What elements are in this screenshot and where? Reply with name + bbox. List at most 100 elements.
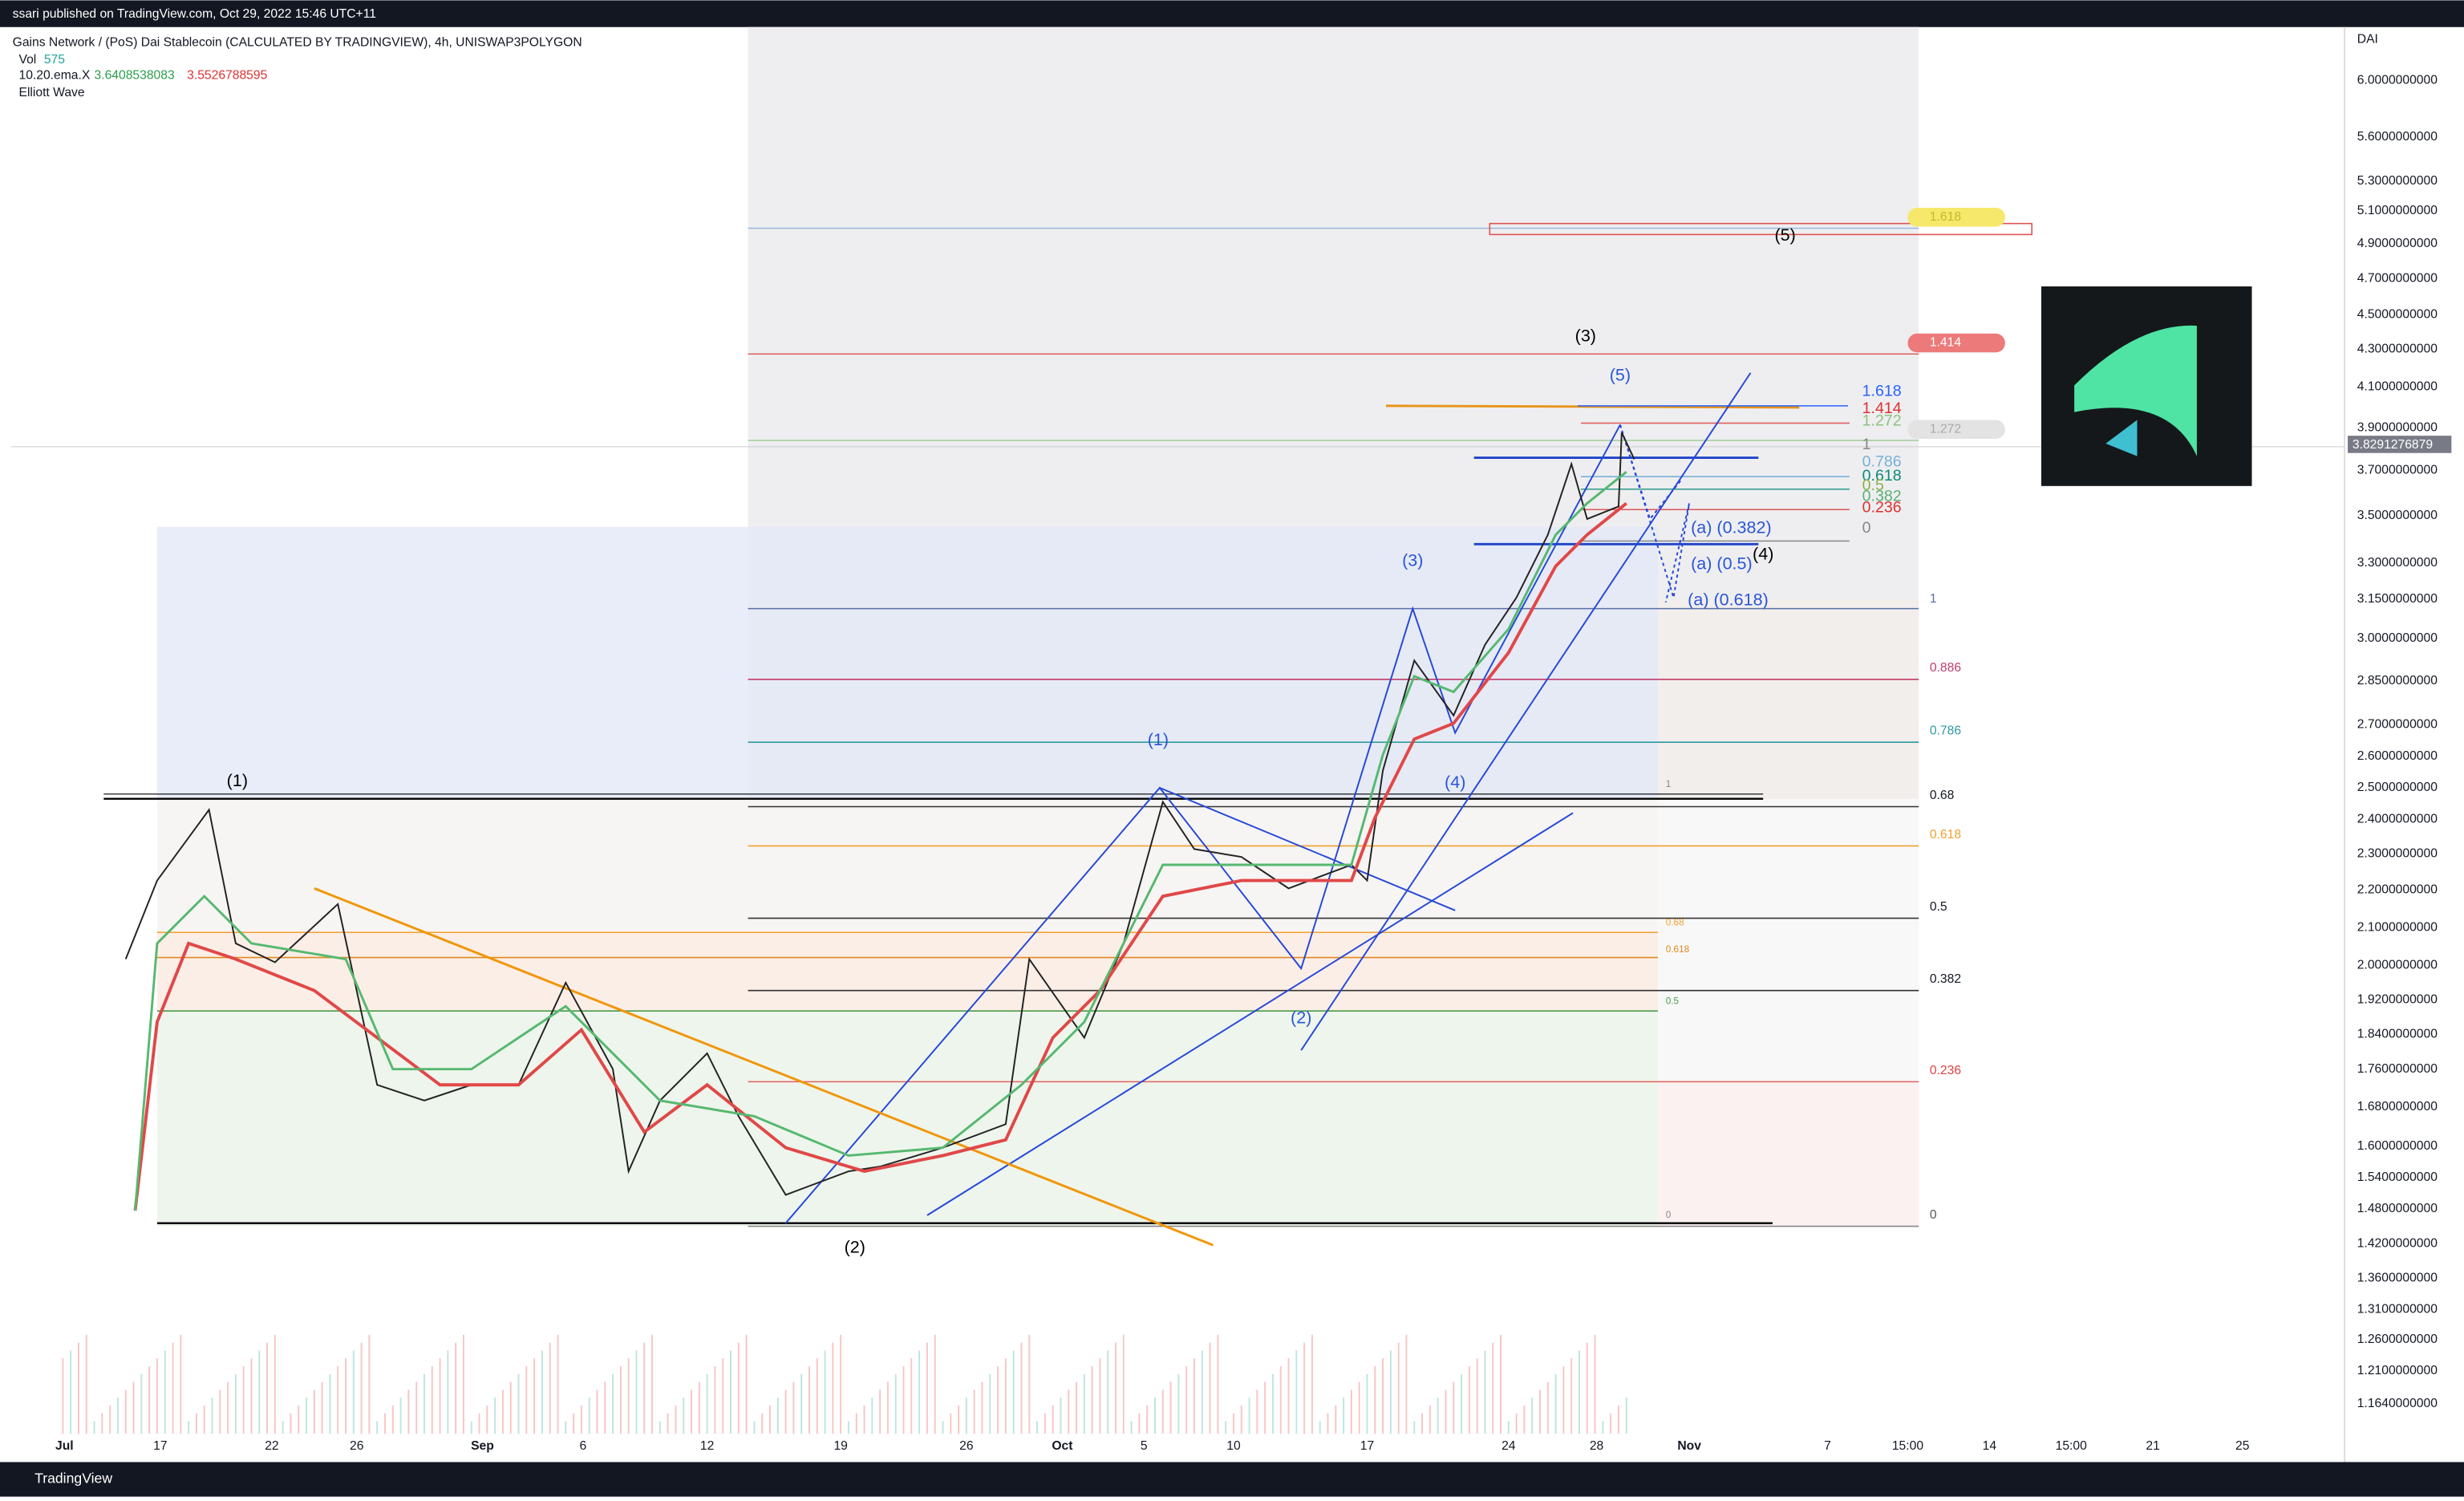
indicator: 10.20.ema.X <box>19 69 91 83</box>
price-label: 1.1640000000 <box>2357 1397 2438 1410</box>
top-bar <box>0 0 2464 27</box>
time-label: 5 <box>1141 1439 1148 1453</box>
fib-badge-label: 1.272 <box>1930 422 1961 436</box>
time-label: 17 <box>1360 1439 1374 1453</box>
wave-label: (2) <box>845 1237 865 1257</box>
ema-fast-value: 3.6408538083 <box>95 69 175 83</box>
logo <box>2105 420 2138 456</box>
price-label: 2.4000000000 <box>2357 812 2438 826</box>
time-label: Sep <box>471 1439 494 1453</box>
wave-label-blue: (a) (0.5) <box>1691 553 1753 573</box>
fib-label-small: 0 <box>1666 1210 1672 1220</box>
fib-label-upper: 0.618 <box>1862 467 1902 485</box>
fib-label-upper: 0.236 <box>1862 498 1902 516</box>
zone <box>156 932 1658 1012</box>
price-label: 1.8400000000 <box>2357 1028 2438 1041</box>
fib-badge <box>1907 420 2005 440</box>
wave-label-blue: (3) <box>1402 550 1423 570</box>
publisher: ssari published on TradingView.com, Oct … <box>13 7 376 21</box>
fib-label: 0.886 <box>1930 661 1961 675</box>
time-label: 15:00 <box>2056 1439 2087 1453</box>
price-label: 1.3100000000 <box>2357 1303 2438 1316</box>
fib-label-small: 0.618 <box>1666 944 1690 955</box>
price-path <box>124 432 1635 1196</box>
fib-label: 1 <box>1930 592 1937 606</box>
price-badge <box>2348 436 2452 453</box>
wave-label-blue: (a) (0.382) <box>1691 517 1772 537</box>
price-label: 2.7000000000 <box>2357 718 2438 732</box>
price-label: 1.3600000000 <box>2357 1271 2438 1284</box>
price-label: 6.0000000000 <box>2357 73 2438 87</box>
brand: TradingView <box>34 1471 112 1487</box>
blue-zone <box>156 526 1658 799</box>
price-label: 2.1000000000 <box>2357 920 2438 934</box>
vol-label: Vol <box>19 53 37 67</box>
price-label: 2.6000000000 <box>2357 749 2438 763</box>
study: Elliott Wave <box>19 86 85 99</box>
time-label: 6 <box>579 1439 586 1453</box>
fib-label-upper: 1 <box>1862 436 1871 453</box>
fib-label: 0.236 <box>1930 1064 1961 1077</box>
price-label: 4.5000000000 <box>2357 307 2438 321</box>
fib-label: 0.382 <box>1930 972 1961 986</box>
trend-line <box>1159 787 1456 911</box>
currency: DAI <box>2357 33 2378 47</box>
fib-badge <box>1907 333 2005 353</box>
fib-label-upper: 0.382 <box>1862 488 1902 505</box>
wave-label-blue: (a) (0.618) <box>1688 590 1769 610</box>
fib-zone-top <box>748 26 1919 599</box>
fib-badge-label: 1.618 <box>1930 210 1961 224</box>
ema-slow-value: 3.5526788595 <box>187 69 267 83</box>
time-label: 24 <box>1502 1439 1516 1453</box>
fib-label-small: 0.5 <box>1666 996 1680 1007</box>
ema-fast <box>134 471 1627 1211</box>
wave-label-blue: (5) <box>1610 364 1631 384</box>
wave-label: (4) <box>1753 544 1773 564</box>
fib-label-upper: 0.786 <box>1862 453 1902 471</box>
price-label: 4.3000000000 <box>2357 343 2438 356</box>
price-label: 5.1000000000 <box>2357 204 2438 217</box>
price-label: 1.6000000000 <box>2357 1139 2438 1153</box>
wave-label: (1) <box>227 770 248 790</box>
price-label: 3.1500000000 <box>2357 592 2438 606</box>
trend-line <box>926 812 1574 1216</box>
fib-badge-label: 1.414 <box>1930 336 1961 350</box>
time-label: 21 <box>2146 1439 2159 1453</box>
fib-label-upper: 0.5 <box>1862 477 1884 494</box>
price-label: 1.2600000000 <box>2357 1333 2438 1346</box>
time-label: 17 <box>153 1439 167 1453</box>
bottom-bar <box>0 1462 2464 1497</box>
price-label: 2.8500000000 <box>2357 674 2438 688</box>
time-label: 28 <box>1590 1439 1604 1453</box>
zone <box>156 1011 1658 1227</box>
price-label: 5.3000000000 <box>2357 174 2438 188</box>
fib-label-upper: 1.414 <box>1862 400 1902 417</box>
wave-lines <box>784 372 1752 1224</box>
price-label: 1.2100000000 <box>2357 1364 2438 1377</box>
price-label: 1.5400000000 <box>2357 1170 2438 1184</box>
vol-value: 575 <box>44 53 65 67</box>
time-label: 26 <box>350 1439 364 1453</box>
time-label: 7 <box>1824 1439 1831 1453</box>
wave-label-blue: (4) <box>1445 772 1465 792</box>
price-label: 4.1000000000 <box>2357 380 2438 394</box>
zone <box>156 798 1658 933</box>
fib-label-upper: 1.272 <box>1862 412 1902 430</box>
time-label: 26 <box>959 1439 974 1453</box>
target-box <box>1489 222 2033 236</box>
time-label: Jul <box>55 1439 74 1453</box>
ema-slow <box>133 501 1627 1211</box>
wave-label: (3) <box>1575 325 1596 345</box>
fib-label: 0 <box>1930 1208 1937 1222</box>
price-label: 2.0000000000 <box>2357 959 2438 972</box>
fib-badge <box>1907 208 2005 227</box>
price-label: 4.7000000000 <box>2357 271 2438 285</box>
fib-label-small: 0.68 <box>1666 918 1684 928</box>
price-label: 3.7000000000 <box>2357 463 2438 477</box>
time-label: 22 <box>265 1439 278 1453</box>
fib-label-small: 1 <box>1666 779 1672 789</box>
time-label: 12 <box>700 1439 714 1453</box>
fib-lines <box>10 227 2345 1227</box>
wave-path <box>784 424 1621 1224</box>
time-label: 15:00 <box>1892 1439 1923 1453</box>
